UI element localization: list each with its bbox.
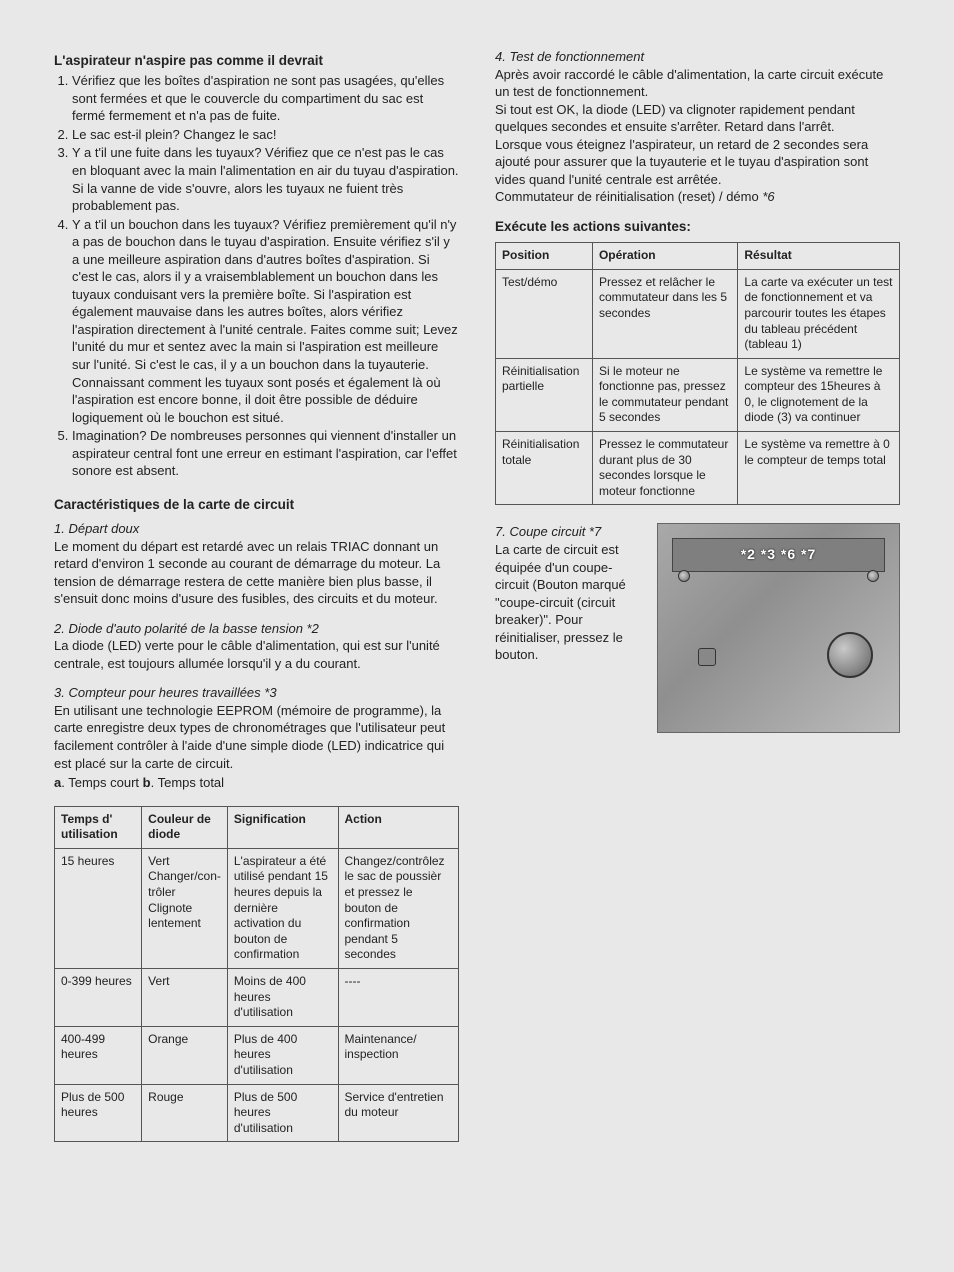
td: Le système va remettre à 0 le compteur d…	[738, 432, 900, 505]
table-row: 15 heures Vert Changer/con-trôler Cligno…	[55, 848, 459, 968]
table-header-row: Position Opération Résultat	[496, 243, 900, 270]
list-item: Y a t'il un bouchon dans les tuyaux? Vér…	[72, 216, 459, 427]
td: Maintenance/ inspection	[338, 1026, 459, 1084]
para-sec2: La diode (LED) verte pour le câble d'ali…	[54, 637, 459, 672]
section-7-text: 7. Coupe circuit *7 La carte de circuit …	[495, 523, 645, 663]
table-row: 400-499 heures Orange Plus de 400 heures…	[55, 1026, 459, 1084]
screw-icon	[678, 570, 690, 582]
right-column: 4. Test de fonctionnement Après avoir ra…	[495, 48, 900, 1142]
td: L'aspirateur a été utilisé pendant 15 he…	[227, 848, 338, 968]
para-sec4c: Lorsque vous éteignez l'aspirateur, un r…	[495, 136, 900, 189]
th: Résultat	[738, 243, 900, 270]
section-7-wrap: 7. Coupe circuit *7 La carte de circuit …	[495, 523, 900, 733]
td: Service d'entretien du moteur	[338, 1084, 459, 1142]
table-usage-hours: Temps d' utilisation Couleur de diode Si…	[54, 806, 459, 1143]
subhead-sec3: 3. Compteur pour heures travaillées *3	[54, 684, 459, 702]
td: Changez/contrôlez le sac de poussièr et …	[338, 848, 459, 968]
knob-icon	[827, 632, 873, 678]
heading-circuit-board: Caractéristiques de la carte de circuit	[54, 496, 459, 514]
td: Réinitialisation totale	[496, 432, 593, 505]
table-reset-actions: Position Opération Résultat Test/démo Pr…	[495, 242, 900, 505]
troubleshoot-list: Vérifiez que les boîtes d'aspiration ne …	[54, 72, 459, 480]
heading-troubleshoot: L'aspirateur n'aspire pas comme il devra…	[54, 52, 459, 70]
td: Vert	[142, 969, 228, 1027]
td: Si le moteur ne fonctionne pas, pressez …	[592, 358, 737, 431]
td: Test/démo	[496, 269, 593, 358]
td: Plus de 500 heures	[55, 1084, 142, 1142]
subhead-sec4: 4. Test de fonctionnement	[495, 48, 900, 66]
th: Action	[338, 806, 459, 848]
td: Pressez le commutateur durant plus de 30…	[592, 432, 737, 505]
subhead-sec7: 7. Coupe circuit *7	[495, 523, 645, 541]
list-item: Le sac est-il plein? Changez le sac!	[72, 126, 459, 144]
td: Le système va remettre le compteur des 1…	[738, 358, 900, 431]
para-sec7: La carte de circuit est équipée d'un cou…	[495, 541, 645, 664]
para-sec4a: Après avoir raccordé le câble d'alimenta…	[495, 66, 900, 101]
list-item: Vérifiez que les boîtes d'aspiration ne …	[72, 72, 459, 125]
td: Moins de 400 heures d'utilisation	[227, 969, 338, 1027]
td: Plus de 400 heures d'utilisation	[227, 1026, 338, 1084]
screw-icon	[867, 570, 879, 582]
td: 400-499 heures	[55, 1026, 142, 1084]
th: Signification	[227, 806, 338, 848]
left-column: L'aspirateur n'aspire pas comme il devra…	[54, 48, 459, 1142]
list-item: Imagination? De nombreuses personnes qui…	[72, 427, 459, 480]
td: ----	[338, 969, 459, 1027]
th: Position	[496, 243, 593, 270]
para-sec3: En utilisant une technologie EEPROM (mém…	[54, 702, 459, 772]
th: Opération	[592, 243, 737, 270]
td: Réinitialisation partielle	[496, 358, 593, 431]
heading-exec-actions: Exécute les actions suivantes:	[495, 218, 900, 236]
td: 15 heures	[55, 848, 142, 968]
para-sec4b: Si tout est OK, la diode (LED) va cligno…	[495, 101, 900, 136]
circuit-photo-placeholder: *2 *3 *6 *7	[657, 523, 900, 733]
td: Rouge	[142, 1084, 228, 1142]
td: Plus de 500 heures d'utilisation	[227, 1084, 338, 1142]
para-sec1: Le moment du départ est retardé avec un …	[54, 538, 459, 608]
td: Pressez et relâcher le commutateur dans …	[592, 269, 737, 358]
td: 0-399 heures	[55, 969, 142, 1027]
th: Temps d' utilisation	[55, 806, 142, 848]
subhead-sec1: 1. Départ doux	[54, 520, 459, 538]
th: Couleur de diode	[142, 806, 228, 848]
reset-button-icon	[698, 648, 716, 666]
table-row: Test/démo Pressez et relâcher le commuta…	[496, 269, 900, 358]
table-header-row: Temps d' utilisation Couleur de diode Si…	[55, 806, 459, 848]
table-row: Réinitialisation partielle Si le moteur …	[496, 358, 900, 431]
list-item: Y a t'il une fuite dans les tuyaux? Véri…	[72, 144, 459, 214]
table-row: Plus de 500 heures Rouge Plus de 500 heu…	[55, 1084, 459, 1142]
table-row: Réinitialisation totale Pressez le commu…	[496, 432, 900, 505]
td: La carte va exécuter un test de fonction…	[738, 269, 900, 358]
ab-line: a. Temps court b. Temps total	[54, 774, 459, 792]
two-column-layout: L'aspirateur n'aspire pas comme il devra…	[54, 48, 900, 1142]
td: Vert Changer/con-trôler Clignote lenteme…	[142, 848, 228, 968]
photo-label-text: *2 *3 *6 *7	[658, 546, 899, 562]
para-sec4d: Commutateur de réinitialisation (reset) …	[495, 188, 900, 206]
subhead-sec2: 2. Diode d'auto polarité de la basse ten…	[54, 620, 459, 638]
td: Orange	[142, 1026, 228, 1084]
table-row: 0-399 heures Vert Moins de 400 heures d'…	[55, 969, 459, 1027]
